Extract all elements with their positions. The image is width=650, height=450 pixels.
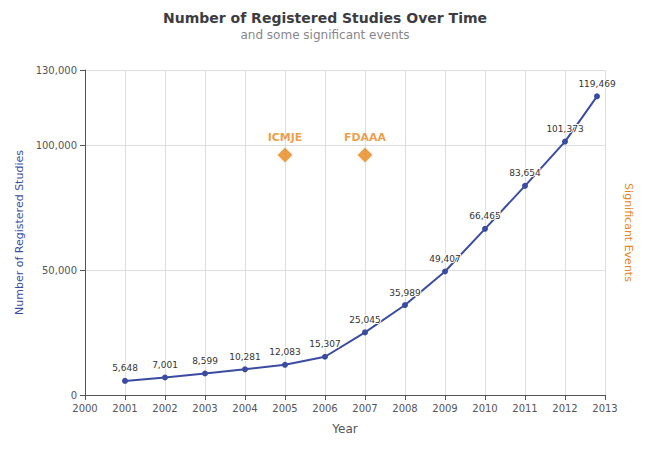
- svg-text:FDAAA: FDAAA: [344, 131, 387, 144]
- svg-text:130,000: 130,000: [36, 65, 77, 76]
- svg-text:100,000: 100,000: [36, 140, 77, 151]
- svg-text:2013: 2013: [592, 403, 617, 414]
- svg-text:12,083: 12,083: [269, 347, 301, 357]
- svg-text:66,465: 66,465: [469, 211, 501, 221]
- svg-text:2000: 2000: [72, 403, 97, 414]
- svg-text:10,281: 10,281: [229, 352, 261, 362]
- svg-text:ICMJE: ICMJE: [268, 131, 303, 144]
- svg-text:83,654: 83,654: [509, 168, 541, 178]
- svg-text:49,407: 49,407: [429, 254, 461, 264]
- svg-text:2002: 2002: [152, 403, 177, 414]
- svg-text:7,001: 7,001: [152, 360, 178, 370]
- svg-text:5,648: 5,648: [112, 363, 138, 373]
- svg-text:119,469: 119,469: [578, 79, 615, 89]
- svg-text:2012: 2012: [552, 403, 577, 414]
- svg-text:Year: Year: [331, 422, 357, 436]
- svg-text:Number of Registered Studies: Number of Registered Studies: [13, 150, 26, 315]
- svg-text:and some significant events: and some significant events: [240, 28, 409, 42]
- svg-text:2011: 2011: [512, 403, 537, 414]
- svg-text:101,373: 101,373: [546, 124, 583, 134]
- svg-text:2006: 2006: [312, 403, 337, 414]
- svg-text:2003: 2003: [192, 403, 217, 414]
- svg-text:35,989: 35,989: [389, 288, 421, 298]
- svg-text:2008: 2008: [392, 403, 417, 414]
- svg-text:2007: 2007: [352, 403, 377, 414]
- svg-text:25,045: 25,045: [349, 315, 381, 325]
- svg-text:2009: 2009: [432, 403, 457, 414]
- svg-text:2010: 2010: [472, 403, 497, 414]
- svg-text:8,599: 8,599: [192, 356, 218, 366]
- svg-text:2005: 2005: [272, 403, 297, 414]
- svg-text:50,000: 50,000: [42, 265, 77, 276]
- svg-text:Number of Registered Studies O: Number of Registered Studies Over Time: [163, 10, 487, 26]
- svg-text:2004: 2004: [232, 403, 257, 414]
- svg-text:2001: 2001: [112, 403, 137, 414]
- svg-text:0: 0: [71, 390, 77, 401]
- svg-text:Significant Events: Significant Events: [622, 183, 635, 282]
- svg-text:15,307: 15,307: [309, 339, 341, 349]
